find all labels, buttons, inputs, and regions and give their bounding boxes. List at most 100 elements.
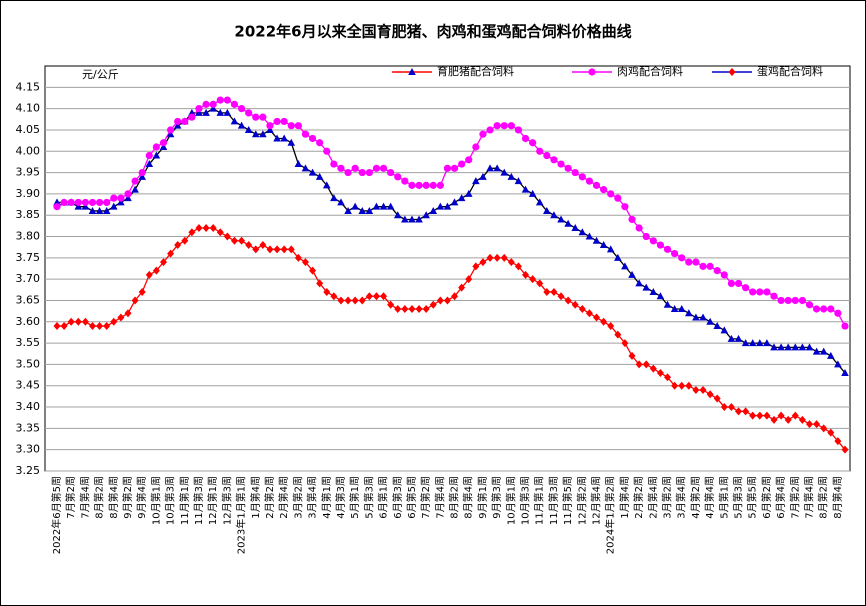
point xyxy=(344,296,352,305)
point xyxy=(841,445,849,454)
point xyxy=(628,351,636,360)
point xyxy=(777,411,785,420)
point xyxy=(266,122,274,130)
point xyxy=(117,194,125,202)
point xyxy=(486,164,494,172)
point xyxy=(380,292,388,301)
x-tick-label: 8月第4周 xyxy=(831,476,844,519)
point xyxy=(706,390,714,399)
point xyxy=(322,181,331,189)
point xyxy=(642,232,650,241)
point xyxy=(358,206,367,214)
point xyxy=(451,292,459,301)
x-tick-label: 9月第2周 xyxy=(121,476,134,519)
point xyxy=(571,168,579,177)
point xyxy=(834,360,842,368)
point xyxy=(436,181,444,189)
point xyxy=(223,96,231,104)
point xyxy=(635,224,643,232)
point xyxy=(699,262,707,270)
point xyxy=(209,104,217,112)
point xyxy=(266,125,274,133)
x-tick-label: 6月第2周 xyxy=(760,476,773,519)
y-tick-label: 4.05 xyxy=(16,123,41,136)
x-tick-label: 2022年6月第5周 xyxy=(50,476,63,554)
point xyxy=(387,300,395,309)
point xyxy=(529,275,537,284)
point xyxy=(245,241,253,250)
x-tick-label: 9月第3周 xyxy=(490,476,503,519)
point xyxy=(230,236,238,245)
point xyxy=(429,300,437,309)
point xyxy=(443,296,451,305)
y-tick-label: 3.50 xyxy=(16,357,41,370)
x-tick-label: 11月第3周 xyxy=(547,476,560,525)
point xyxy=(103,198,111,207)
x-tick-label: 10月第1周 xyxy=(504,476,517,525)
point xyxy=(230,100,239,108)
point xyxy=(450,164,459,172)
point xyxy=(443,202,452,210)
point xyxy=(642,283,651,291)
point xyxy=(88,206,97,214)
point xyxy=(685,258,693,266)
point xyxy=(174,117,182,126)
point xyxy=(706,317,714,325)
point xyxy=(514,177,523,185)
x-tick-label: 8月第4周 xyxy=(107,476,120,519)
x-tick-label: 10月第1周 xyxy=(149,476,162,525)
point xyxy=(273,245,281,254)
y-tick-label: 3.90 xyxy=(16,187,41,200)
point xyxy=(337,198,345,206)
point xyxy=(252,113,260,121)
point xyxy=(734,334,743,342)
point xyxy=(95,198,104,207)
x-tick-label: 4月第4周 xyxy=(703,476,716,519)
point xyxy=(53,322,61,331)
point xyxy=(387,168,395,177)
point xyxy=(763,288,771,296)
point xyxy=(500,168,509,176)
point xyxy=(770,415,778,424)
point xyxy=(827,351,835,359)
x-tick-label: 5月第1周 xyxy=(717,476,730,519)
x-tick-label: 2月第2周 xyxy=(632,476,645,519)
point xyxy=(500,122,508,130)
point xyxy=(770,292,778,300)
point xyxy=(692,386,700,394)
point xyxy=(145,270,153,279)
point xyxy=(323,147,331,155)
point xyxy=(209,100,217,108)
point xyxy=(649,287,658,295)
x-tick-label: 1月第4周 xyxy=(249,476,262,519)
y-tick-label: 3.60 xyxy=(16,315,41,328)
x-tick-label: 4月第3周 xyxy=(334,476,347,519)
point xyxy=(365,206,374,214)
point xyxy=(834,437,842,446)
point xyxy=(763,411,771,420)
point xyxy=(564,296,572,305)
point xyxy=(578,228,587,236)
x-tick-label: 6月第3周 xyxy=(391,476,404,519)
point xyxy=(628,215,636,224)
x-tick-label: 7月第4周 xyxy=(803,476,816,519)
point xyxy=(500,253,508,262)
x-tick-label: 6月第4周 xyxy=(774,476,787,519)
point xyxy=(74,198,82,207)
point xyxy=(457,194,466,202)
point xyxy=(571,300,579,309)
point xyxy=(110,194,118,202)
point xyxy=(280,134,288,142)
x-tick-label: 10月第3周 xyxy=(519,476,532,525)
point xyxy=(308,168,317,176)
point xyxy=(585,232,594,240)
point xyxy=(429,181,437,189)
point xyxy=(117,198,125,206)
point xyxy=(670,305,679,312)
point xyxy=(309,266,317,275)
y-tick-label: 3.95 xyxy=(16,166,41,179)
point xyxy=(784,343,793,351)
x-tick-label: 12月第1周 xyxy=(206,476,219,525)
point xyxy=(699,386,707,394)
point xyxy=(365,292,373,301)
